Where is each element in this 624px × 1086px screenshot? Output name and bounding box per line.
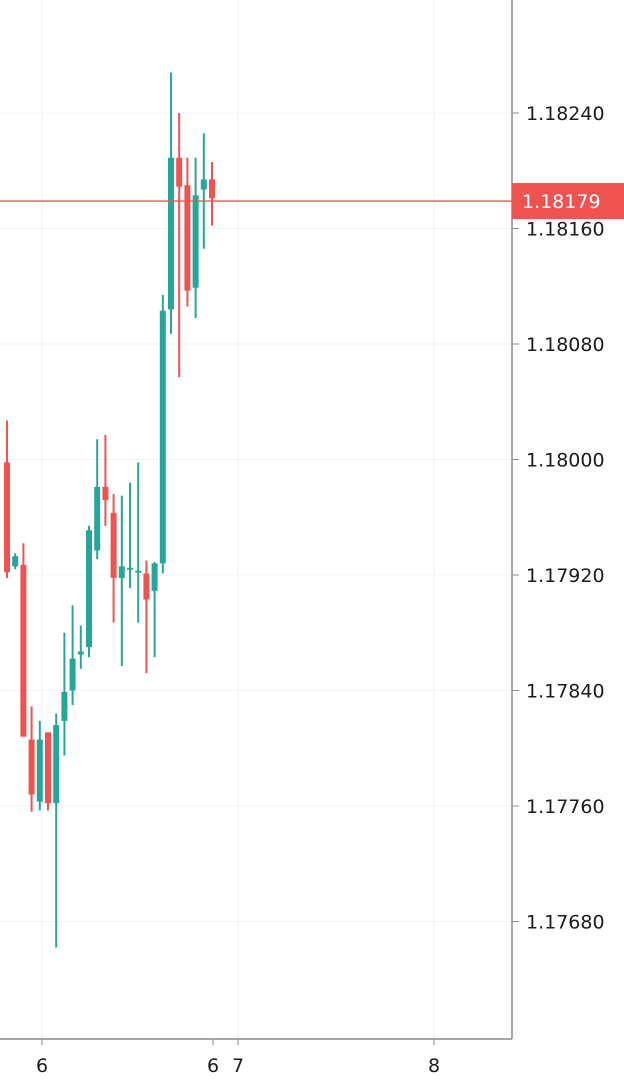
candle-body xyxy=(69,658,76,691)
price-tick-label: 1.17920 xyxy=(526,565,605,587)
candle-body xyxy=(36,739,43,802)
candle xyxy=(61,632,68,756)
candle xyxy=(192,157,199,319)
grid-lines xyxy=(0,0,512,1039)
price-tick-label: 1.18000 xyxy=(526,450,605,472)
candle xyxy=(36,720,43,811)
price-tick-label: 1.18080 xyxy=(526,334,605,356)
candle-body xyxy=(86,530,92,648)
candle xyxy=(28,706,35,812)
candle-body xyxy=(159,310,166,564)
candle xyxy=(135,462,142,623)
candle xyxy=(4,420,10,578)
candle-body xyxy=(12,556,19,567)
candles xyxy=(4,72,215,948)
candle xyxy=(176,113,183,378)
time-tick-label: 6 xyxy=(207,1055,219,1077)
candle xyxy=(184,157,191,307)
candle xyxy=(127,482,133,588)
candle-body xyxy=(192,195,199,288)
candle-body xyxy=(176,157,183,187)
candle xyxy=(12,553,19,570)
candle xyxy=(209,162,215,226)
candle xyxy=(159,294,166,574)
price-tick-label: 1.18160 xyxy=(526,219,605,241)
current-price-label: 1.18179 xyxy=(522,191,601,213)
candle xyxy=(86,525,92,658)
candle-body xyxy=(102,486,109,500)
time-tick-label: 8 xyxy=(428,1055,440,1077)
candle xyxy=(110,494,117,623)
time-tick-label: 6 xyxy=(36,1055,48,1077)
candle xyxy=(118,495,125,666)
candle-body xyxy=(151,563,158,591)
candle xyxy=(20,543,27,737)
candle-body xyxy=(127,567,133,570)
current-price-badge: 1.18179 xyxy=(512,183,624,220)
candle-body xyxy=(77,651,84,655)
candle-body xyxy=(20,564,27,737)
price-tick-label: 1.17680 xyxy=(526,912,605,934)
price-tick-label: 1.18240 xyxy=(526,103,605,125)
candle-body xyxy=(135,570,142,573)
candle xyxy=(77,625,84,669)
candle xyxy=(102,434,109,526)
candle xyxy=(53,713,60,948)
candle-body xyxy=(110,512,117,578)
candle-body xyxy=(4,462,10,573)
candle-body xyxy=(94,486,101,551)
candle xyxy=(94,439,101,560)
candle-body xyxy=(184,185,191,291)
candle-body xyxy=(143,573,150,600)
candle xyxy=(151,562,158,658)
candle xyxy=(143,560,150,674)
price-tick-label: 1.17840 xyxy=(526,681,605,703)
candle xyxy=(45,732,51,811)
candle-body xyxy=(61,691,68,721)
candle-body xyxy=(200,179,207,190)
price-tick-label: 1.17760 xyxy=(526,796,605,818)
candle-body xyxy=(118,566,125,578)
candle-body xyxy=(209,179,215,199)
candle-body xyxy=(53,725,60,804)
current-price-badge-background xyxy=(512,183,624,220)
candle xyxy=(200,133,207,249)
candle-body xyxy=(45,732,51,804)
price-axis-labels: 1.18240 1.18160 1.18080 1.18000 1.17920 1.178… xyxy=(512,103,605,934)
candle xyxy=(69,605,76,705)
time-tick-label: 7 xyxy=(232,1055,244,1077)
candle xyxy=(168,72,174,334)
candle-body xyxy=(168,157,174,310)
candle-body xyxy=(28,739,35,795)
